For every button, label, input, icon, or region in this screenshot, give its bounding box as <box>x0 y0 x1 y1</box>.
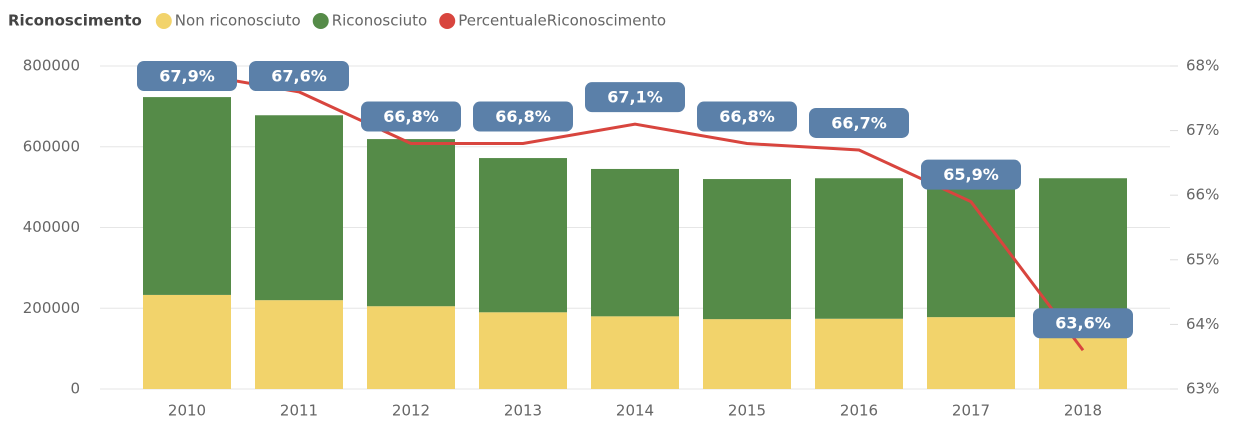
bar <box>255 300 343 389</box>
data-label: 66,8% <box>361 101 461 132</box>
bar <box>479 158 567 313</box>
bar <box>927 178 1015 318</box>
data-label: 63,6% <box>1033 308 1133 339</box>
bar <box>367 306 455 389</box>
y2-tick-label: 64% <box>1186 315 1219 333</box>
data-label-text: 67,6% <box>271 67 327 86</box>
data-label-box <box>249 61 349 91</box>
data-label-text: 66,7% <box>831 113 887 132</box>
y2-tick-label: 63% <box>1186 380 1219 398</box>
data-label-box <box>809 107 909 138</box>
bar <box>815 178 903 319</box>
y2-tick-label: 65% <box>1186 250 1219 268</box>
data-label-box <box>697 101 797 132</box>
bar <box>591 168 679 317</box>
data-label-box <box>473 101 573 132</box>
data-label-box <box>361 101 461 132</box>
data-label: 65,9% <box>921 159 1021 190</box>
y-tick-label: 0 <box>70 380 80 398</box>
data-label-text: 67,9% <box>159 67 215 86</box>
data-label: 67,1% <box>585 82 685 113</box>
y-tick-label: 400000 <box>23 218 80 236</box>
data-label-box <box>137 61 237 91</box>
y-tick-label: 800000 <box>23 57 80 75</box>
bar <box>255 115 343 301</box>
legend-title: Riconoscimento <box>8 12 142 30</box>
x-tick-label: 2011 <box>280 402 318 420</box>
data-label-box <box>1033 308 1133 339</box>
x-tick-label: 2012 <box>392 402 430 420</box>
data-label-box <box>585 82 685 113</box>
data-label-text: 67,1% <box>607 88 663 107</box>
legend-label: PercentualeRiconoscimento <box>458 12 666 30</box>
y-tick-label: 600000 <box>23 137 80 155</box>
bar <box>703 179 791 320</box>
data-label: 67,6% <box>249 61 349 91</box>
data-label: 66,7% <box>809 107 909 138</box>
bar <box>1039 178 1127 313</box>
x-tick-label: 2015 <box>728 402 766 420</box>
data-label-text: 63,6% <box>1055 314 1111 333</box>
data-label: 66,8% <box>697 101 797 132</box>
data-label-text: 66,8% <box>719 107 775 126</box>
data-label-text: 66,8% <box>383 107 439 126</box>
x-tick-label: 2017 <box>952 402 990 420</box>
legend-label: Non riconosciuto <box>175 12 301 30</box>
bar <box>143 97 231 295</box>
x-tick-label: 2010 <box>168 402 206 420</box>
x-tick-label: 2013 <box>504 402 542 420</box>
legend-swatch <box>439 13 456 29</box>
y2-tick-label: 68% <box>1186 57 1219 75</box>
bar <box>479 312 567 389</box>
x-tick-label: 2016 <box>840 402 878 420</box>
bar <box>143 294 231 389</box>
data-label-box <box>921 159 1021 190</box>
bar <box>591 316 679 389</box>
x-tick-label: 2014 <box>616 402 654 420</box>
data-label: 67,9% <box>137 61 237 91</box>
bar <box>367 139 455 307</box>
data-label-text: 65,9% <box>943 165 999 184</box>
y2-tick-label: 66% <box>1186 186 1219 204</box>
legend-swatch <box>155 13 172 29</box>
y-tick-label: 200000 <box>23 299 80 317</box>
x-tick-label: 2018 <box>1064 402 1102 420</box>
y2-tick-label: 67% <box>1186 121 1219 139</box>
data-label: 66,8% <box>473 101 573 132</box>
bar <box>927 317 1015 389</box>
legend-label: Riconosciuto <box>332 12 428 30</box>
bar <box>703 319 791 389</box>
legend-swatch <box>312 13 329 29</box>
bar <box>815 318 903 389</box>
data-label-text: 66,8% <box>495 107 551 126</box>
